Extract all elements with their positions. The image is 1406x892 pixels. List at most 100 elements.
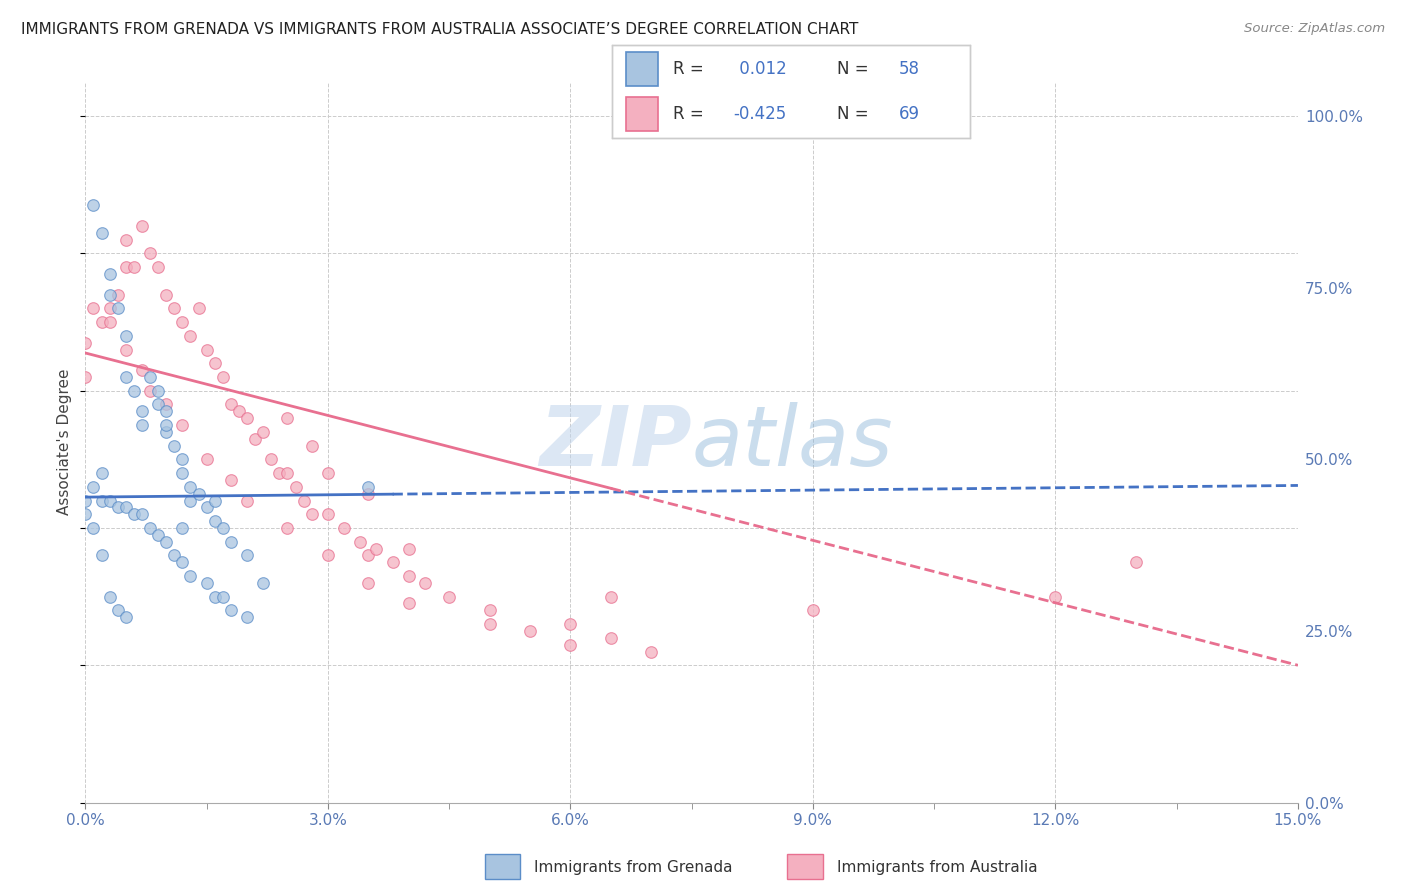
Point: [1125, 555, 1147, 569]
Point: [316, 549, 339, 563]
Point: [122, 384, 145, 398]
Point: [228, 404, 250, 418]
Bar: [626, 97, 658, 131]
Point: [75, 335, 97, 350]
Point: [114, 233, 136, 247]
Point: [114, 500, 136, 515]
Point: [357, 575, 380, 590]
Point: [478, 617, 501, 632]
Point: [243, 432, 266, 446]
Point: [292, 493, 315, 508]
Point: [114, 610, 136, 624]
Point: [219, 534, 242, 549]
Point: [211, 590, 233, 604]
Point: [172, 418, 194, 433]
Point: [163, 439, 186, 453]
Point: [211, 521, 233, 535]
Point: [107, 603, 129, 617]
Point: [82, 521, 104, 535]
Point: [146, 260, 169, 275]
Point: [82, 480, 104, 494]
Point: [560, 638, 582, 652]
Point: [179, 480, 201, 494]
Point: [122, 508, 145, 522]
Text: -0.425: -0.425: [734, 105, 787, 123]
Point: [252, 575, 274, 590]
Point: [131, 404, 153, 418]
Point: [82, 198, 104, 212]
Point: [172, 555, 194, 569]
Point: [75, 493, 97, 508]
Point: [204, 590, 226, 604]
Point: [316, 508, 339, 522]
Point: [276, 411, 298, 425]
Point: [163, 549, 186, 563]
Point: [801, 603, 824, 617]
Text: IMMIGRANTS FROM GRENADA VS IMMIGRANTS FROM AUSTRALIA ASSOCIATE’S DEGREE CORRELAT: IMMIGRANTS FROM GRENADA VS IMMIGRANTS FR…: [21, 22, 859, 37]
Text: Immigrants from Grenada: Immigrants from Grenada: [534, 860, 733, 874]
Point: [122, 260, 145, 275]
Point: [478, 603, 501, 617]
Point: [398, 597, 420, 611]
Point: [98, 287, 121, 301]
Point: [82, 301, 104, 316]
Point: [179, 569, 201, 583]
Point: [139, 246, 162, 260]
Point: [204, 514, 226, 528]
Point: [98, 493, 121, 508]
Point: [131, 363, 153, 377]
Point: [90, 466, 112, 480]
Point: [195, 343, 218, 357]
Point: [114, 260, 136, 275]
Point: [155, 287, 177, 301]
Bar: [626, 52, 658, 86]
Point: [204, 356, 226, 370]
Point: [187, 486, 209, 500]
Point: [260, 452, 283, 467]
Point: [155, 404, 177, 418]
Point: [187, 301, 209, 316]
Point: [236, 411, 259, 425]
Point: [179, 328, 201, 343]
Point: [599, 590, 621, 604]
Point: [276, 466, 298, 480]
Text: N =: N =: [838, 60, 875, 78]
Point: [131, 219, 153, 233]
Point: [107, 287, 129, 301]
Point: [98, 590, 121, 604]
Point: [236, 549, 259, 563]
Point: [366, 541, 388, 556]
Point: [219, 603, 242, 617]
Text: R =: R =: [672, 60, 709, 78]
Point: [172, 315, 194, 329]
Point: [179, 493, 201, 508]
Point: [90, 549, 112, 563]
Point: [172, 521, 194, 535]
Point: [114, 343, 136, 357]
Point: [90, 315, 112, 329]
Point: [349, 534, 371, 549]
Point: [107, 500, 129, 515]
Point: [75, 508, 97, 522]
Point: [519, 624, 541, 638]
Point: [640, 644, 662, 658]
Text: ZIP: ZIP: [538, 401, 692, 483]
Point: [333, 521, 356, 535]
Point: [195, 500, 218, 515]
Point: [98, 267, 121, 281]
Point: [139, 370, 162, 384]
Point: [90, 493, 112, 508]
Text: N =: N =: [838, 105, 875, 123]
Point: [107, 301, 129, 316]
Point: [163, 301, 186, 316]
Text: 58: 58: [898, 60, 920, 78]
Point: [301, 508, 323, 522]
Point: [155, 534, 177, 549]
Point: [98, 301, 121, 316]
Point: [131, 418, 153, 433]
Text: Source: ZipAtlas.com: Source: ZipAtlas.com: [1244, 22, 1385, 36]
Point: [146, 397, 169, 411]
Point: [98, 315, 121, 329]
Text: Immigrants from Australia: Immigrants from Australia: [837, 860, 1038, 874]
Point: [398, 569, 420, 583]
